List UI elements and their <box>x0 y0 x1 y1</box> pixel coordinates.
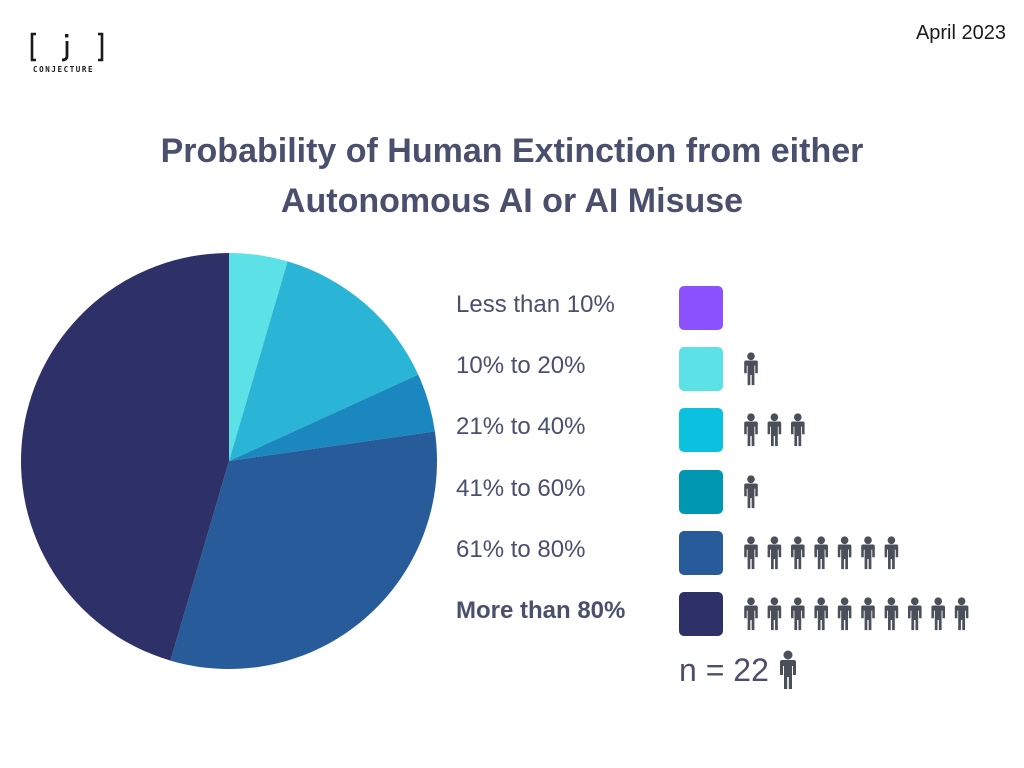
legend-swatch <box>679 530 723 575</box>
person-icon <box>791 536 805 569</box>
legend-swatch <box>679 286 723 330</box>
legend-person-count <box>744 536 899 569</box>
person-icon <box>931 597 945 631</box>
legend-swatch <box>679 347 723 392</box>
conjecture-logo: CONJECTURE <box>30 32 104 76</box>
date-label: April 2023 <box>915 22 1006 44</box>
logo-wordmark: CONJECTURE <box>33 65 95 74</box>
pie-slice-5 <box>170 431 438 669</box>
conjecture-logo-mark <box>30 32 104 62</box>
person-icon <box>767 536 782 569</box>
legend-swatch <box>679 592 723 636</box>
pie-chart <box>21 253 438 669</box>
legend-person-count <box>744 413 805 447</box>
legend-swatch <box>679 408 723 453</box>
sample-size-label: n = 22 <box>679 651 769 688</box>
person-icon <box>884 597 899 631</box>
person-icon <box>791 413 805 447</box>
person-icon <box>779 650 796 689</box>
person-icon <box>744 352 758 386</box>
pie-slice-4 <box>229 374 435 461</box>
person-icon <box>744 597 758 631</box>
legend-label: 61% to 80% <box>456 535 586 563</box>
legend-person-count <box>744 475 758 508</box>
legend-label: 10% to 20% <box>456 352 586 380</box>
legend-label: 41% to 60% <box>456 474 586 502</box>
person-icon <box>884 536 899 569</box>
pie-slice-2 <box>229 253 288 461</box>
person-icon <box>861 536 875 569</box>
person-icon <box>861 597 875 631</box>
person-icon <box>744 475 758 508</box>
person-icon <box>954 597 969 631</box>
legend-label: More than 80% <box>456 597 626 624</box>
person-icon <box>837 536 852 569</box>
person-icon <box>791 597 805 631</box>
chart-title: Probability of Human Extinction from eit… <box>0 126 1024 226</box>
person-icon <box>814 597 828 631</box>
person-icon <box>837 597 852 631</box>
legend-person-count <box>744 597 969 631</box>
chart-title-line-2: Autonomous AI or AI Misuse <box>280 182 744 220</box>
person-icon <box>744 413 758 447</box>
legend-label: Less than 10% <box>456 291 615 318</box>
person-icon <box>814 536 828 569</box>
person-icon <box>767 597 782 631</box>
legend-label: 21% to 40% <box>456 413 586 441</box>
legend-person-count <box>744 352 758 386</box>
chart-title-line-1: Probability of Human Extinction from eit… <box>160 132 864 170</box>
legend-swatch <box>679 469 723 514</box>
person-icon <box>908 597 922 631</box>
pie-slice-6 <box>21 253 229 661</box>
pie-slice-3 <box>229 261 419 461</box>
person-icon <box>767 413 782 447</box>
sample-size: n = 22 <box>679 648 799 692</box>
person-icon <box>744 536 758 569</box>
